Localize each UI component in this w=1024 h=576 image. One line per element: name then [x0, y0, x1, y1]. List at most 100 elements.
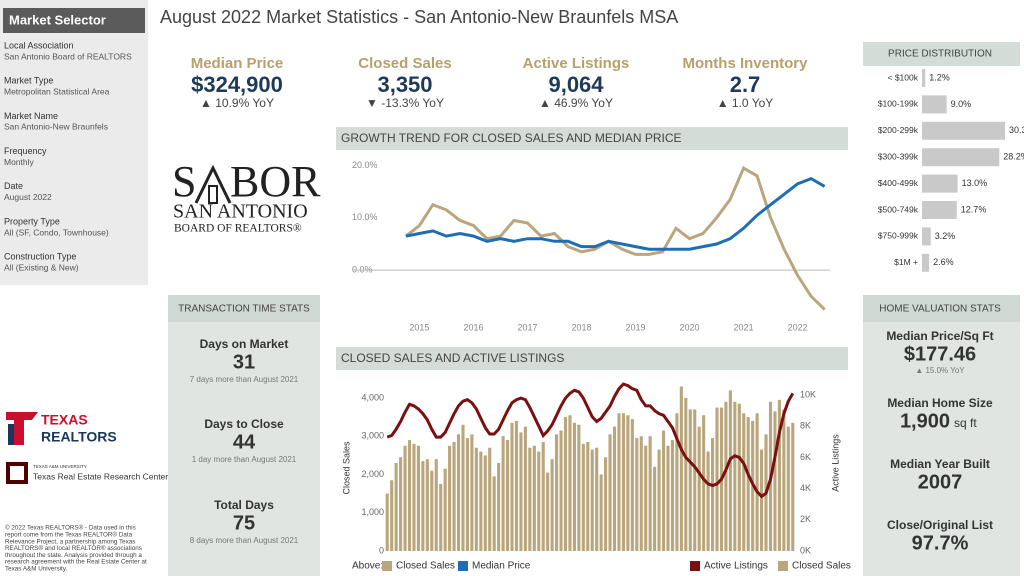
- bar: [922, 95, 947, 114]
- kpi-label: Median Price: [191, 55, 284, 72]
- y-tick-label: 0.0%: [352, 265, 373, 275]
- bar: [537, 451, 541, 551]
- bar: [666, 445, 670, 551]
- bar: [501, 436, 505, 551]
- bar: [922, 253, 930, 272]
- bar: [399, 457, 403, 551]
- kpi-change: ▲ 46.9% YoY: [539, 96, 613, 110]
- bar: [443, 468, 447, 551]
- bar: [626, 415, 630, 551]
- bar: [684, 397, 688, 551]
- filter-label: Market Name: [4, 111, 58, 121]
- kpi-value: 2.7: [730, 72, 761, 97]
- kpi-value: 9,064: [548, 72, 604, 97]
- bar: [604, 457, 608, 551]
- stat-note: 1 day more than August 2021: [192, 455, 297, 464]
- value-label: 3.2%: [935, 231, 956, 241]
- stat-label: Total Days: [214, 498, 274, 512]
- y-tick-label: 1,000: [361, 507, 384, 517]
- y2-tick-label: 4K: [800, 483, 811, 493]
- logo-roof: [194, 164, 232, 204]
- page-title: August 2022 Market Statistics - San Anto…: [160, 7, 678, 27]
- stats-panel: [863, 295, 1020, 576]
- bar: [742, 413, 746, 551]
- legend-swatch: [690, 561, 700, 571]
- stat-label: Median Home Size: [887, 396, 993, 410]
- logo-icon: [8, 424, 14, 445]
- kpi-change: ▲ 1.0 YoY: [717, 96, 774, 110]
- bar: [541, 441, 545, 551]
- panel-title: PRICE DISTRIBUTION: [888, 49, 992, 60]
- category-label: $300-399k: [878, 151, 919, 161]
- footer-text: research agreement with the Real Estate …: [5, 559, 147, 566]
- panel-header: [168, 295, 320, 322]
- filter-value: Monthly: [4, 157, 35, 167]
- sidebar-panel: [0, 0, 148, 285]
- filter-label: Property Type: [4, 216, 60, 226]
- logo-text: Texas Real Estate Research Center: [33, 471, 168, 481]
- bar: [679, 386, 683, 551]
- chart-title: CLOSED SALES AND ACTIVE LISTINGS: [341, 351, 564, 365]
- bar: [922, 174, 958, 193]
- footer-text: REALTORS® and local REALTOR® association…: [5, 544, 142, 552]
- kpi-value: $324,900: [191, 72, 283, 97]
- bar: [416, 445, 420, 551]
- chart-header: [336, 347, 848, 370]
- x-tick-label: 2015: [409, 322, 429, 332]
- stat-label: Days on Market: [200, 337, 289, 351]
- bar: [639, 436, 643, 551]
- stat-value: $177.46: [904, 343, 976, 365]
- x-tick-label: 2020: [680, 322, 700, 332]
- filter-label: Date: [4, 181, 23, 191]
- bar: [630, 419, 634, 551]
- bar: [519, 432, 523, 551]
- bar: [563, 417, 568, 551]
- bar: [586, 441, 590, 551]
- bar: [608, 434, 612, 551]
- filter-value: San Antonio-New Braunfels: [4, 122, 108, 132]
- bar: [421, 461, 425, 551]
- bar: [559, 430, 563, 551]
- bar: [710, 438, 715, 551]
- legend-swatch: [458, 561, 468, 571]
- bar: [528, 447, 532, 551]
- category-label: < $100k: [888, 72, 919, 82]
- bar: [577, 424, 581, 551]
- bar: [773, 411, 777, 551]
- kpi-label: Active Listings: [523, 55, 630, 72]
- value-label: 30.3%: [1009, 125, 1024, 135]
- bar: [782, 409, 786, 551]
- legend-label: Closed Sales: [396, 561, 455, 572]
- bar: [550, 459, 554, 551]
- bar: [599, 474, 603, 551]
- y-tick-label: 4,000: [361, 392, 384, 402]
- filter-value: Metropolitan Statistical Area: [4, 86, 110, 96]
- bar: [702, 415, 706, 551]
- sidebar-header: [3, 8, 145, 33]
- x-tick-label: 2018: [571, 322, 591, 332]
- bar: [675, 413, 679, 551]
- category-label: $100-199k: [878, 99, 919, 109]
- stat-label: Days to Close: [204, 417, 284, 431]
- stat-value: 31: [233, 351, 255, 373]
- bar: [479, 451, 483, 551]
- legend-label: Median Price: [472, 561, 531, 572]
- x-tick-label: 2016: [463, 322, 483, 332]
- footer-text: report come from the Texas REALTOR® Data: [5, 530, 133, 538]
- bar: [777, 399, 781, 551]
- bar: [737, 403, 741, 551]
- trend-line: [405, 176, 826, 251]
- filter-value: San Antonio Board of REALTORS: [4, 51, 132, 61]
- bar: [488, 447, 492, 551]
- legend-swatch: [778, 561, 788, 571]
- kpi-value: 3,350: [377, 72, 432, 97]
- filter-value: All (SF, Condo, Townhouse): [4, 227, 109, 237]
- footer-text: Texas A&M University.: [5, 565, 67, 572]
- bar: [461, 424, 465, 551]
- logo-text: REALTORS: [41, 429, 117, 445]
- bar: [653, 466, 657, 551]
- bar: [728, 390, 732, 551]
- value-label: 1.2%: [929, 72, 950, 82]
- bar: [483, 455, 487, 551]
